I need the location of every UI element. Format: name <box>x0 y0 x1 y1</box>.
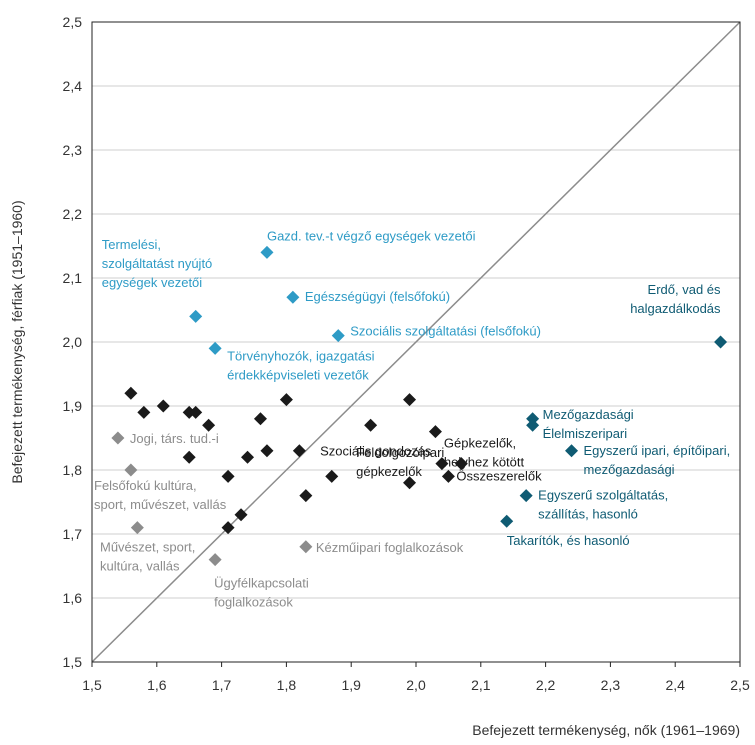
data-point <box>208 341 222 355</box>
y-axis-ticks: 1,5 1,6 1,7 1,8 1,9 2,0 2,1 2,2 2,3 2,4 2,5 <box>63 14 83 670</box>
y-tick-label: 1,8 <box>63 462 83 478</box>
data-point <box>428 425 442 439</box>
data-point <box>124 463 138 477</box>
data-point <box>299 489 313 503</box>
annotation-label: Összeszerelők <box>456 468 542 483</box>
data-point <box>435 457 449 471</box>
data-point <box>364 418 378 432</box>
data-point <box>279 393 293 407</box>
diagonal-reference-line <box>91 21 741 663</box>
data-point <box>403 476 417 490</box>
annotation-label: Szociális szolgáltatási (felsőfokú) <box>350 324 541 339</box>
x-axis-ticks: 1,5 1,6 1,7 1,8 1,9 2,0 2,1 2,2 2,3 2,4 2,5 <box>82 662 750 693</box>
x-tick-label: 2,1 <box>471 677 491 693</box>
annotation-label: Mezőgazdasági Élelmiszeripari <box>543 407 634 441</box>
data-point <box>234 508 248 522</box>
y-tick-label: 2,0 <box>63 334 83 350</box>
y-tick-label: 1,5 <box>63 654 83 670</box>
annotation-label: Művészet, sport, kultúra, vallás <box>100 540 195 574</box>
data-point <box>454 457 468 471</box>
annotation-label: Gépkezelők, helyhez kötött <box>444 436 525 470</box>
annotation-label: Ügyfélkapcsolati foglalkozások <box>214 576 309 610</box>
x-tick-label: 2,0 <box>406 677 426 693</box>
data-point <box>241 450 255 464</box>
data-point <box>189 405 203 419</box>
annotation-label: Kézműipari foglalkozások <box>316 540 464 555</box>
data-point <box>208 553 222 567</box>
data-point <box>260 245 274 259</box>
annotation-label: Termelési, szolgáltatást nyújtó egységek v… <box>102 237 213 290</box>
annotation-label: Törvényhozók, igazgatási érdekképviseleti… <box>227 348 375 382</box>
y-axis-title: Befejezett termékenység, férfiak (1951–1… <box>9 200 25 483</box>
y-tick-label: 1,9 <box>63 398 83 414</box>
x-tick-label: 2,4 <box>665 677 685 693</box>
data-point <box>202 418 216 432</box>
y-tick-label: 2,2 <box>63 206 83 222</box>
y-tick-label: 2,5 <box>63 14 83 30</box>
y-tick-label: 1,7 <box>63 526 83 542</box>
data-point <box>189 309 203 323</box>
y-tick-label: 1,6 <box>63 590 83 606</box>
annotations: Gazd. tev.-t végző egységek vezetői Terme… <box>94 228 730 609</box>
annotation-label: Erdő, vad és halgazdálkodás <box>630 282 721 316</box>
x-tick-label: 2,3 <box>601 677 621 693</box>
data-point <box>292 444 306 458</box>
annotation-label: Jogi, társ. tud.-i <box>130 431 219 446</box>
data-point <box>124 386 138 400</box>
data-point <box>441 469 455 483</box>
data-point <box>299 540 313 554</box>
x-tick-label: 1,8 <box>277 677 297 693</box>
x-tick-label: 2,2 <box>536 677 556 693</box>
data-point <box>286 290 300 304</box>
data-point <box>221 469 235 483</box>
data-point <box>111 431 125 445</box>
x-axis-title: Befejezett termékenység, nők (1961–1969) <box>472 722 740 738</box>
data-point <box>137 405 151 419</box>
annotation-label: Feldolgozóipari gépkezelők <box>356 445 444 479</box>
y-tick-label: 2,3 <box>63 142 83 158</box>
annotation-label: Szociális gondozás <box>320 444 432 459</box>
data-point <box>403 393 417 407</box>
data-points <box>111 245 728 567</box>
data-point <box>714 335 728 349</box>
data-point <box>130 521 144 535</box>
x-tick-label: 1,7 <box>212 677 232 693</box>
data-point <box>221 521 235 535</box>
annotation-label: Takarítók, és hasonló <box>507 533 630 548</box>
data-point <box>182 450 196 464</box>
x-tick-label: 1,6 <box>147 677 167 693</box>
annotation-label: Egyszerű szolgáltatás, szállítás, hasonló <box>538 488 668 522</box>
annotation-label: Egészségügyi (felsőfokú) <box>305 289 450 304</box>
data-point <box>325 469 339 483</box>
annotation-label: Egyszerű ipari, építőipari, mezőgazdasági <box>584 443 731 477</box>
data-point <box>253 412 267 426</box>
x-tick-label: 1,5 <box>82 677 102 693</box>
y-tick-label: 2,1 <box>63 270 83 286</box>
annotation-label: Gazd. tev.-t végző egységek vezetői <box>267 228 476 243</box>
y-tick-label: 2,4 <box>63 78 83 94</box>
data-point <box>565 444 579 458</box>
data-point <box>519 489 533 503</box>
annotation-label: Felsőfokú kultúra, sport, művészet, vallá… <box>94 478 227 512</box>
data-point <box>156 399 170 413</box>
x-tick-label: 1,9 <box>341 677 361 693</box>
data-point <box>526 418 540 432</box>
data-point <box>260 444 274 458</box>
data-point <box>331 329 345 343</box>
x-tick-label: 2,5 <box>730 677 750 693</box>
data-point <box>500 514 514 528</box>
